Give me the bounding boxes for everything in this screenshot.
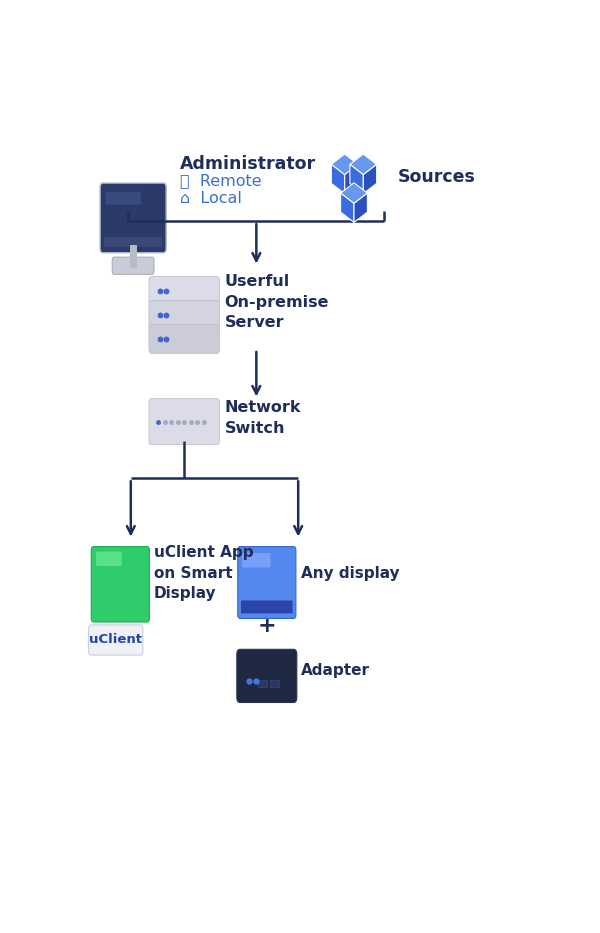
- Text: Userful
On-premise
Server: Userful On-premise Server: [225, 274, 329, 330]
- FancyBboxPatch shape: [112, 258, 154, 274]
- FancyBboxPatch shape: [106, 191, 141, 204]
- Text: ⌂  Local: ⌂ Local: [179, 190, 241, 205]
- Polygon shape: [350, 164, 364, 194]
- FancyBboxPatch shape: [270, 680, 280, 688]
- Text: uClient App
on Smart
Display: uClient App on Smart Display: [154, 545, 254, 601]
- Polygon shape: [344, 164, 358, 194]
- FancyBboxPatch shape: [258, 680, 268, 688]
- Text: Ⓡ  Remote: Ⓡ Remote: [179, 174, 261, 188]
- FancyBboxPatch shape: [241, 601, 293, 613]
- FancyBboxPatch shape: [149, 300, 220, 329]
- Polygon shape: [354, 193, 367, 222]
- FancyBboxPatch shape: [149, 276, 220, 305]
- FancyBboxPatch shape: [238, 547, 296, 619]
- FancyBboxPatch shape: [100, 183, 166, 253]
- FancyBboxPatch shape: [242, 553, 271, 567]
- Polygon shape: [331, 164, 344, 194]
- Polygon shape: [364, 164, 377, 194]
- FancyBboxPatch shape: [91, 547, 149, 622]
- Text: Any display: Any display: [301, 565, 399, 580]
- Text: +: +: [258, 616, 277, 635]
- Polygon shape: [331, 154, 358, 174]
- Polygon shape: [350, 154, 377, 174]
- FancyBboxPatch shape: [96, 551, 122, 566]
- FancyBboxPatch shape: [237, 649, 297, 703]
- Text: Network
Switch: Network Switch: [225, 400, 301, 436]
- Text: Administrator: Administrator: [179, 155, 316, 173]
- Text: Sources: Sources: [398, 168, 476, 186]
- Text: Adapter: Adapter: [301, 663, 370, 678]
- Text: uClient: uClient: [89, 634, 142, 647]
- FancyBboxPatch shape: [149, 325, 220, 354]
- Polygon shape: [341, 183, 367, 203]
- Polygon shape: [341, 193, 354, 222]
- FancyBboxPatch shape: [149, 398, 220, 445]
- FancyBboxPatch shape: [88, 625, 143, 655]
- FancyBboxPatch shape: [104, 237, 163, 247]
